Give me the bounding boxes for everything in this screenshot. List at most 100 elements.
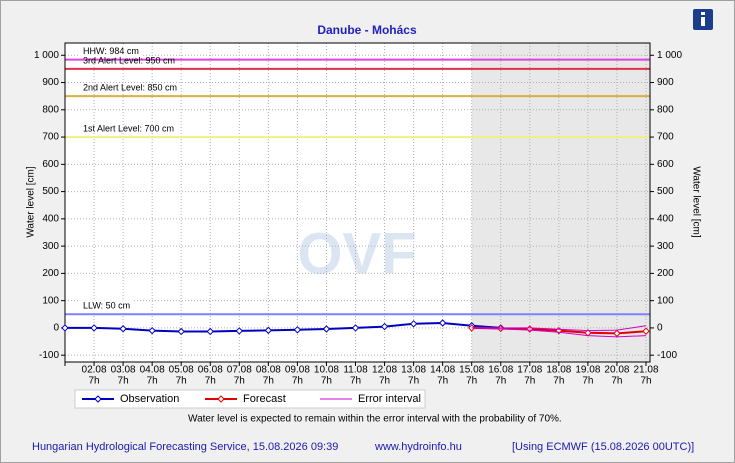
x-tick-label: 18.08: [546, 365, 571, 376]
y2-tick-label: -100: [657, 350, 677, 361]
legend-marker: [94, 395, 102, 403]
legend-label: Error interval: [358, 393, 421, 405]
x-tick-hour: 7h: [147, 376, 158, 387]
x-tick-hour: 7h: [611, 376, 622, 387]
x-tick-hour: 7h: [582, 376, 593, 387]
y2-tick-label: 100: [657, 295, 674, 306]
x-tick-label: 13.08: [401, 365, 426, 376]
reference-label: 1st Alert Level: 700 cm: [83, 123, 174, 133]
x-tick-label: 07.08: [227, 365, 252, 376]
y2-tick-label: 500: [657, 186, 674, 197]
y-tick-label: 500: [42, 186, 59, 197]
x-tick-label: 19.08: [575, 365, 600, 376]
marker: [119, 325, 127, 333]
y2-axis-label: Water level [cm]: [690, 166, 701, 238]
x-tick-hour: 7h: [437, 376, 448, 387]
x-tick-hour: 7h: [640, 376, 651, 387]
y-tick-label: 1 000: [34, 50, 59, 61]
legend-label: Observation: [120, 393, 179, 405]
reference-label: LLW: 50 cm: [83, 301, 130, 311]
y2-tick-label: 200: [657, 268, 674, 279]
reference-label: HHW: 984 cm: [83, 46, 139, 56]
x-tick-hour: 7h: [205, 376, 216, 387]
y-tick-label: 100: [42, 295, 59, 306]
y-tick-label: 200: [42, 268, 59, 279]
legend-box: [74, 389, 426, 409]
y2-tick-label: 600: [657, 159, 674, 170]
legend-marker: [217, 395, 225, 403]
note: Water level is expected to remain within…: [188, 414, 562, 425]
footer-left: Hungarian Hydrological Forecasting Servi…: [32, 441, 338, 453]
x-tick-label: 10.08: [314, 365, 339, 376]
reference-label: 3rd Alert Level: 950 cm: [83, 55, 175, 65]
marker: [235, 327, 244, 335]
x-tick-label: 21.08: [633, 365, 658, 376]
y-tick-label: -100: [39, 350, 59, 361]
y2-tick-label: 1 000: [657, 50, 682, 61]
reference-label-bg: [80, 300, 134, 313]
legend-label: Forecast: [243, 393, 286, 405]
x-tick-hour: 7h: [379, 376, 390, 387]
x-tick-hour: 7h: [118, 376, 129, 387]
series-line: [65, 321, 501, 333]
x-tick-label: 17.08: [517, 365, 542, 376]
axes-frame: [64, 42, 651, 363]
x-tick-label: 12.08: [372, 365, 397, 376]
x-tick-label: 08.08: [256, 365, 281, 376]
y2-tick-label: 400: [657, 213, 674, 224]
x-tick-hour: 7h: [524, 376, 535, 387]
x-tick-hour: 7h: [176, 376, 187, 387]
x-tick-hour: 7h: [263, 376, 274, 387]
y2-tick-label: 900: [657, 77, 674, 88]
y2-tick-label: 300: [657, 241, 674, 252]
x-tick-label: 02.08: [82, 365, 107, 376]
marker: [90, 324, 98, 332]
reference-label-bg: [80, 45, 142, 58]
marker: [293, 326, 302, 334]
x-tick-label: 05.08: [169, 365, 194, 376]
y-tick-label: 0: [53, 323, 59, 334]
y-tick-label: 300: [42, 241, 59, 252]
x-tick-label: 06.08: [198, 365, 223, 376]
marker: [351, 324, 360, 332]
marker: [148, 326, 156, 335]
y-tick-label: 800: [42, 104, 59, 115]
marker: [380, 322, 389, 331]
x-tick-hour: 7h: [495, 376, 506, 387]
x-tick-label: 16.08: [488, 365, 513, 376]
x-tick-hour: 7h: [321, 376, 332, 387]
reference-label: 2nd Alert Level: 850 cm: [83, 83, 177, 93]
y-tick-label: 700: [42, 132, 59, 143]
marker: [322, 325, 331, 333]
x-tick-hour: 7h: [408, 376, 419, 387]
footer-right: [Using ECMWF (15.08.2026 00UTC)]: [512, 441, 694, 453]
marker: [438, 319, 447, 327]
marker: [642, 327, 650, 335]
marker: [61, 324, 69, 332]
x-tick-hour: 7h: [466, 376, 477, 387]
x-tick-label: 11.08: [343, 365, 368, 376]
x-tick-label: 14.08: [430, 365, 455, 376]
x-tick-label: 09.08: [285, 365, 310, 376]
x-tick-hour: 7h: [234, 376, 245, 387]
y2-tick-label: 0: [657, 323, 663, 334]
watermark: OVF: [297, 221, 416, 286]
footer-center: www.hydroinfo.hu: [374, 441, 462, 453]
error-interval-line: [471, 325, 647, 332]
marker: [613, 329, 621, 338]
x-tick-hour: 7h: [292, 376, 303, 387]
marker: [206, 327, 214, 336]
x-tick-hour: 7h: [88, 376, 99, 387]
x-tick-label: 03.08: [111, 365, 136, 376]
y-tick-label: 600: [42, 159, 59, 170]
x-tick-label: 15.08: [459, 365, 484, 376]
y-tick-label: 900: [42, 77, 59, 88]
chart-title: Danube - Mohács: [317, 23, 417, 37]
marker: [497, 324, 505, 333]
error-interval-line: [471, 327, 647, 338]
y2-tick-label: 700: [657, 132, 674, 143]
info-icon[interactable]: [693, 9, 713, 30]
y-axis-label: Water level [cm]: [26, 166, 37, 238]
